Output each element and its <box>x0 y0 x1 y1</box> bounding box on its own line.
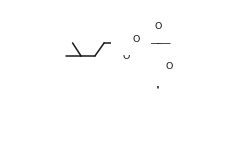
Text: O: O <box>154 22 162 31</box>
Text: S: S <box>155 65 161 74</box>
Text: O: O <box>133 35 140 44</box>
Text: O: O <box>122 52 129 61</box>
Text: O: O <box>166 61 173 71</box>
